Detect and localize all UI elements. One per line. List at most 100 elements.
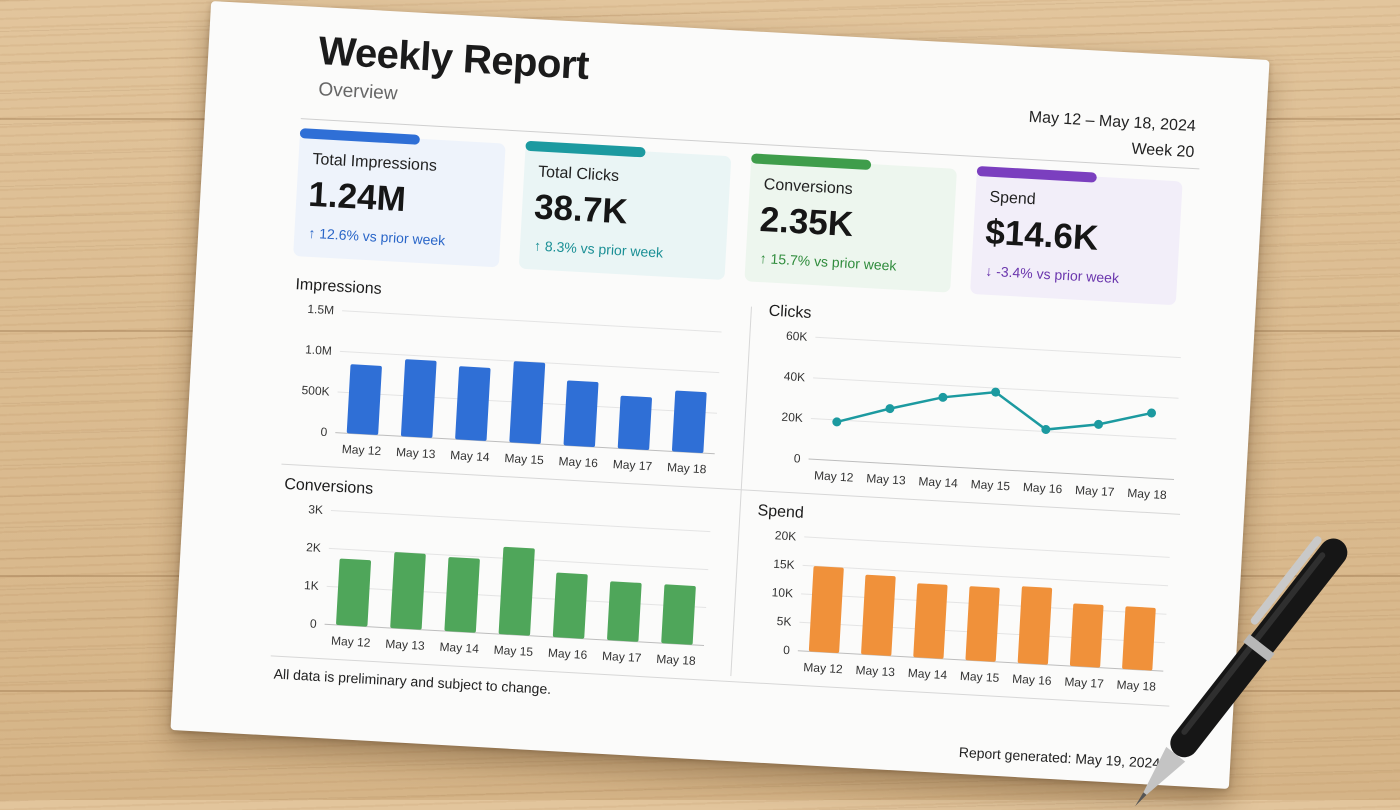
bar [661,584,696,645]
bar [1017,586,1053,665]
y-tick-label: 1K [304,578,319,593]
bar [455,366,491,441]
x-tick-label: May 15 [504,451,544,467]
spend-chart: 0 5K 10K 15K 20K May 12 May 13 May 14 May 15 May … [771,528,1170,694]
conversions-panel: Conversions 0 1K 2K 3K May 12 May 13 May 14 May… [275,476,724,675]
data-point [885,404,895,414]
bar [498,546,535,636]
bar [913,583,948,659]
x-tick-label: May 13 [855,663,895,679]
bar [509,361,546,444]
chart-title: Conversions [283,475,374,498]
y-tick-label: 0 [794,451,802,465]
report-sheet: Weekly Report Overview May 12 – May 18, … [170,0,1270,790]
x-tick-label: May 16 [1012,672,1052,688]
x-tick-label: May 13 [396,445,436,461]
kpi-accent-bar [976,165,1097,183]
x-tick-label: May 14 [439,640,479,656]
y-tick-label: 10K [771,585,793,600]
kpi-value: $14.6K [984,212,1100,258]
x-tick-label: May 18 [1127,486,1167,502]
x-tick-label: May 17 [602,649,642,665]
chart-title: Spend [757,502,805,522]
kpi-card-total-impressions: Total Impressions 1.24M ↑ 12.6% vs prior… [293,128,506,268]
report-subtitle: Overview [317,79,399,105]
chart-title: Impressions [295,276,383,298]
x-tick-label: May 16 [1023,480,1063,496]
y-tick-label: 0 [310,616,318,630]
data-point [1094,419,1104,429]
kpi-card-conversions: Conversions 2.35K ↑ 15.7% vs prior week [744,153,957,293]
bar [390,552,426,630]
kpi-accent-bar [750,153,872,171]
grid-line [810,417,1177,440]
kpi-value: 1.24M [307,174,407,220]
x-tick-label: May 15 [493,643,533,659]
kpi-delta: ↑ 15.7% vs prior week [759,250,897,274]
grid-line [330,509,711,533]
x-tick-label: May 12 [331,634,371,650]
bar [336,558,372,627]
x-tick-label: May 14 [450,448,490,464]
bar [552,572,588,639]
bar [346,364,382,435]
bar [861,574,896,656]
y-tick-label: 5K [776,614,791,629]
kpi-delta: ↑ 12.6% vs prior week [307,224,446,249]
y-tick-label: 500K [301,383,330,399]
y-tick-label: 15K [773,557,795,572]
y-tick-label: 20K [781,410,803,425]
grid-line [804,536,1170,558]
x-tick-label: May 18 [656,652,696,668]
kpi-card-spend: Spend $14.6K ↓ -3.4% vs prior week [970,165,1183,306]
pen-clip [1250,536,1322,625]
chart-title: Clicks [768,302,812,322]
x-tick-label: May 12 [803,660,843,676]
y-tick-label: 0 [783,643,791,657]
x-tick-label: May 16 [548,646,588,662]
bar [444,557,480,633]
bar [400,359,437,438]
grid-line [802,564,1169,587]
kpi-label: Total Impressions [312,150,438,175]
kpi-delta: ↓ -3.4% vs prior week [984,262,1120,287]
pen-band [1243,634,1275,662]
y-tick-label: 3K [308,502,323,517]
bar [1069,603,1104,668]
bar [617,395,652,451]
kpi-accent-bar [299,128,421,145]
grid-line [808,458,1175,480]
x-tick-label: May 17 [1075,483,1115,499]
x-tick-label: May 14 [907,666,947,682]
grid-line [339,350,720,374]
data-point [1147,408,1157,418]
spend-panel: Spend 0 5K 10K 15K 20K May 12 May 13 May 14 May … [748,502,1183,701]
clicks-panel: Clicks 0 20K 40K 60K May 12 May 13 May 14 May 1… [759,303,1194,506]
x-tick-label: May 18 [1116,678,1156,694]
y-tick-label: 1.5M [307,302,334,317]
y-tick-label: 0 [320,425,328,439]
x-tick-label: May 17 [1064,675,1104,691]
x-tick-label: May 15 [960,669,1000,685]
bar [671,390,707,454]
bar [607,581,642,642]
conversions-chart: 0 1K 2K 3K May 12 May 13 May 14 May 15 May 16 May… [304,502,711,668]
y-tick-label: 2K [306,540,321,555]
x-tick-label: May 16 [558,454,598,470]
kpi-delta: ↑ 8.3% vs prior week [533,237,664,261]
x-tick-label: May 14 [918,474,958,490]
impressions-chart: 0 500K 1.0M 1.5M May 12 May 13 May 14 May 15 May… [301,302,722,476]
bar [1122,606,1156,671]
pen-tip [1143,746,1186,795]
data-point [991,387,1001,397]
y-tick-label: 20K [775,528,797,543]
x-tick-label: May 12 [341,442,381,458]
bar [563,380,599,447]
data-point [1041,425,1051,435]
kpi-value: 2.35K [758,199,855,245]
x-tick-label: May 18 [667,460,707,476]
impressions-panel: Impressions 0 500K 1.0M 1.5M May 12 May 13 May… [286,276,735,480]
kpi-label: Conversions [763,176,854,199]
kpi-label: Spend [988,188,1037,209]
bar [808,566,844,653]
